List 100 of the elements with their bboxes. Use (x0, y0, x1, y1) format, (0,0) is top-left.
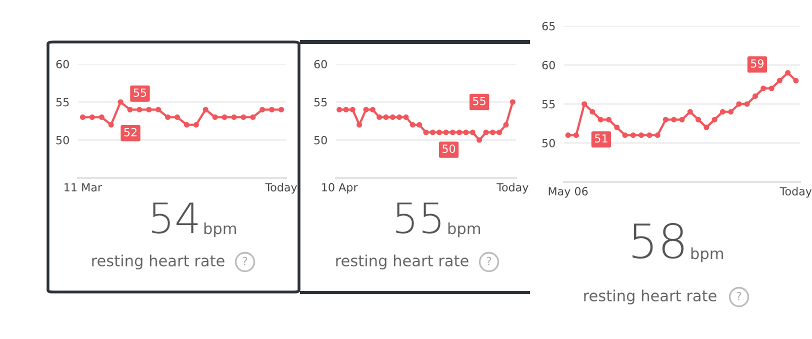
point (606, 116, 612, 122)
text: resting heart rate (92, 254, 224, 270)
point (456, 130, 462, 136)
text: ? (736, 292, 742, 300)
point (793, 78, 799, 84)
point (443, 130, 449, 136)
text: 54 (152, 202, 198, 234)
text: ? (486, 256, 492, 266)
text: ? (242, 256, 248, 266)
point (222, 114, 228, 120)
y-tick-label: 55 (314, 98, 327, 106)
point (760, 86, 766, 92)
point (450, 130, 456, 136)
point (687, 109, 693, 115)
point (728, 109, 734, 115)
point (231, 114, 237, 120)
annotation: 55 (473, 96, 486, 106)
point (156, 106, 162, 112)
point (202, 106, 208, 112)
point (744, 101, 750, 107)
y-tick-label: 65 (542, 22, 555, 30)
point (679, 116, 685, 122)
point (565, 132, 571, 138)
point (436, 130, 442, 136)
point (510, 99, 516, 105)
point (260, 106, 266, 112)
point (590, 109, 596, 115)
y-tick-label: 50 (542, 138, 555, 148)
point (350, 106, 356, 112)
point (490, 130, 496, 136)
point (136, 106, 142, 112)
x-tick-label: Today (496, 182, 528, 194)
point (278, 106, 284, 112)
point (496, 130, 502, 136)
text: 55 (396, 202, 440, 234)
point (622, 132, 628, 138)
point (108, 122, 114, 128)
point (118, 99, 124, 105)
point (127, 106, 133, 112)
annotation: 50 (442, 144, 456, 153)
text: resting heart rate (336, 254, 468, 270)
point (720, 109, 726, 115)
y-tick-label: 55 (542, 100, 555, 108)
point (671, 116, 677, 122)
annotation: 59 (751, 59, 764, 68)
point (383, 114, 389, 120)
point (184, 122, 190, 128)
point (573, 132, 579, 138)
point (646, 132, 652, 138)
point (370, 106, 376, 112)
point (363, 106, 369, 112)
point (336, 106, 342, 112)
point (390, 114, 396, 120)
text: bpm (448, 222, 480, 238)
point (463, 130, 469, 136)
point (343, 106, 349, 112)
point (376, 114, 382, 120)
annotation: 55 (134, 88, 146, 97)
text: 58 (632, 222, 684, 259)
point (768, 86, 774, 92)
point (416, 122, 422, 128)
x-tick-label: May 06 (548, 187, 588, 198)
y-tick-label: 50 (314, 136, 327, 144)
annotation: 52 (124, 128, 136, 136)
x-tick-label: 11 Mar (64, 183, 102, 192)
point (269, 106, 275, 112)
point (250, 114, 256, 120)
point (598, 116, 604, 122)
y-tick-label: 55 (56, 98, 69, 106)
x-tick-label: Today (780, 186, 812, 198)
text: resting heart rate (584, 290, 716, 304)
point (654, 132, 660, 138)
point (396, 114, 402, 120)
point (483, 130, 489, 136)
point (662, 116, 668, 122)
point (614, 124, 620, 130)
point (430, 130, 436, 136)
y-tick-label: 60 (542, 60, 555, 70)
point (752, 93, 758, 99)
point (630, 132, 636, 138)
point (696, 116, 702, 122)
point (356, 122, 362, 128)
point (89, 114, 95, 120)
point (403, 114, 409, 120)
point (638, 132, 644, 138)
point (582, 101, 588, 107)
point (503, 122, 509, 128)
y-tick-label: 60 (56, 60, 69, 68)
point (193, 122, 199, 128)
point (240, 114, 246, 120)
text: bpm (204, 222, 236, 238)
point (736, 101, 742, 107)
point (785, 70, 791, 76)
point (146, 106, 152, 112)
point (470, 130, 476, 136)
point (80, 114, 86, 120)
point (776, 78, 782, 84)
point (410, 122, 416, 128)
point (212, 114, 218, 120)
x-tick-label: Today (265, 182, 298, 194)
